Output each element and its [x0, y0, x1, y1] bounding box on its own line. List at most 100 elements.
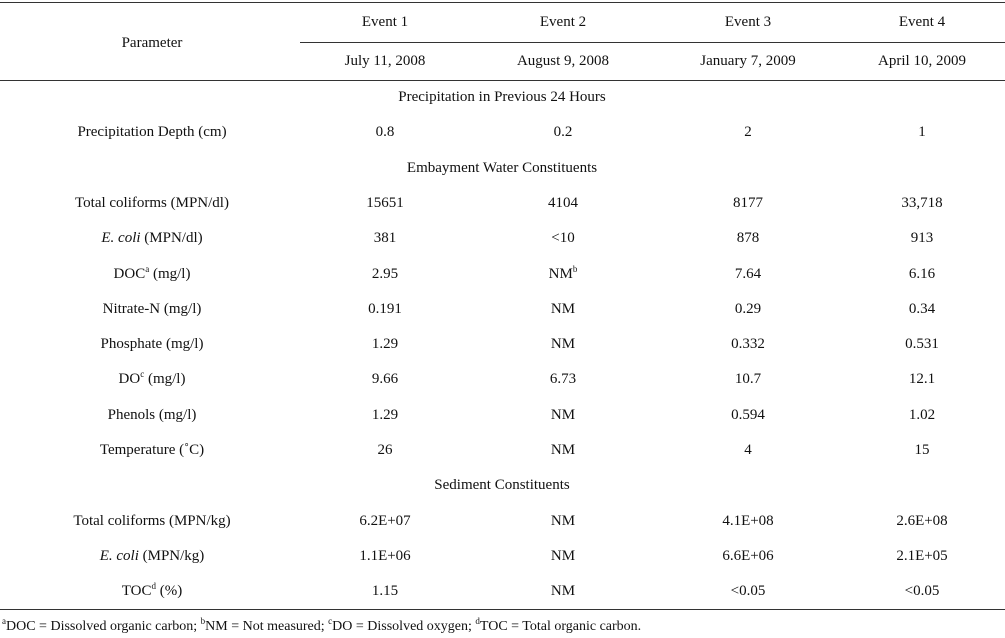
value-cell: 381 — [374, 229, 397, 247]
value-cell: 2.1E+05 — [896, 547, 947, 565]
footnote-text: TOC = Total organic carbon. — [479, 619, 642, 634]
value-text: 4.1E+08 — [722, 512, 774, 529]
value-cell: 1.02 — [909, 406, 935, 424]
section-text: Sediment Constituents — [434, 477, 570, 494]
value-text: 6.6E+06 — [722, 547, 774, 564]
value-cell: 0.34 — [909, 300, 935, 318]
value-cell: 1.29 — [372, 335, 398, 353]
value-cell: 1 — [918, 123, 926, 141]
value-cell: <0.05 — [731, 582, 766, 600]
event-date: April 10, 2009 — [878, 52, 966, 70]
parameter-cell: Precipitation Depth (cm) — [77, 123, 226, 141]
section-text: Embayment Water Constituents — [406, 159, 598, 176]
value-cell: 0.531 — [905, 335, 939, 353]
value-cell: 15651 — [366, 194, 404, 212]
value-cell: 6.6E+06 — [722, 547, 773, 565]
value-cell: NMb — [548, 263, 578, 283]
value-text: 15 — [914, 442, 930, 458]
parameter-unit: (MPN/kg) — [142, 547, 205, 564]
parameter-label: Phenols (mg/l) — [107, 406, 197, 423]
event-name: Event 1 — [362, 13, 408, 31]
value-cell: 913 — [911, 229, 934, 247]
value-text: 2.95 — [371, 265, 399, 282]
value-text: 0.531 — [905, 336, 939, 353]
value-text: 1.02 — [908, 406, 936, 423]
value-text: 0.8 — [375, 124, 395, 141]
bottom-rule — [0, 609, 1005, 610]
event-text: Event 1 — [361, 14, 409, 30]
event-name: Event 4 — [899, 13, 945, 31]
section-text: Precipitation in Previous 24 Hours — [398, 89, 606, 105]
date-text: August 9, 2008 — [516, 53, 610, 69]
parameter-cell: E. coli (MPN/kg) — [100, 547, 205, 565]
value-text: NM — [550, 406, 576, 423]
value-text: NM — [550, 583, 576, 600]
parameter-label: Nitrate-N (mg/l) — [102, 300, 202, 317]
parameter-label: DO — [118, 371, 141, 388]
footnote-mark: b — [200, 616, 206, 626]
value-cell: 0.29 — [735, 300, 761, 318]
value-text: 0.2 — [553, 124, 573, 141]
value-cell: 2.6E+08 — [896, 512, 947, 530]
value-text: 15651 — [366, 194, 404, 211]
value-text: 878 — [736, 230, 760, 247]
parameter-label: DOC — [113, 265, 146, 282]
value-cell: <0.05 — [905, 582, 940, 600]
value-text: 0.594 — [731, 406, 765, 423]
value-text: 1.1E+06 — [359, 547, 411, 564]
value-cell: 0.332 — [731, 335, 765, 353]
footnote-text: DO = Dissolved oxygen; — [332, 619, 472, 634]
value-cell: 1.15 — [372, 582, 398, 600]
event-text: Event 3 — [724, 14, 772, 30]
parameter-label: Total coliforms (MPN/kg) — [73, 512, 231, 529]
value-text: 4104 — [548, 194, 578, 211]
value-text: NM — [550, 336, 576, 353]
value-cell: NM — [551, 512, 575, 530]
superscript: c — [140, 369, 145, 380]
value-cell: NM — [551, 335, 575, 353]
parameter-label: Phosphate (mg/l) — [100, 336, 204, 353]
value-text: 10.7 — [734, 371, 762, 388]
value-text: 26 — [377, 442, 393, 458]
value-text: 33,718 — [901, 194, 943, 211]
value-text: NM — [550, 442, 576, 458]
value-text: 0.29 — [734, 300, 762, 317]
value-text: NM — [550, 512, 576, 529]
section-title: Precipitation in Previous 24 Hours — [398, 88, 605, 106]
superscript: b — [572, 263, 578, 274]
value-text: 2.1E+05 — [896, 547, 948, 564]
footnote-mark: c — [328, 616, 333, 626]
parameter-header: Parameter — [122, 34, 183, 52]
footnotes: aDOC = Dissolved organic carbon; bNM = N… — [2, 616, 642, 635]
value-cell: 4104 — [548, 194, 578, 212]
value-text: 6.2E+07 — [359, 512, 411, 529]
value-cell: 12.1 — [909, 370, 935, 388]
value-cell: NM — [551, 300, 575, 318]
header-text: Parameter — [121, 35, 183, 51]
value-text: 2 — [744, 124, 752, 141]
value-cell: 10.7 — [735, 370, 761, 388]
event-rule — [300, 42, 1005, 43]
value-text: 0.332 — [731, 336, 765, 353]
parameter-cell: Total coliforms (MPN/dl) — [75, 194, 229, 212]
value-text: NM — [550, 300, 576, 317]
value-text: 8177 — [733, 194, 763, 211]
parameter-cell: Total coliforms (MPN/kg) — [73, 512, 230, 530]
parameter-cell: Phenols (mg/l) — [108, 406, 197, 424]
value-text: NM — [548, 265, 573, 282]
value-cell: 6.73 — [550, 370, 576, 388]
value-cell: NM — [551, 582, 575, 600]
parameter-cell: DOCa (mg/l) — [113, 264, 191, 283]
value-cell: 26 — [378, 441, 393, 459]
value-text: 381 — [373, 230, 397, 247]
value-cell: 6.2E+07 — [359, 512, 410, 530]
parameter-label: E. coli — [99, 547, 139, 564]
value-cell: 7.64 — [735, 265, 761, 283]
parameter-unit: (MPN/dl) — [144, 230, 203, 247]
value-cell: NM — [551, 441, 575, 459]
parameter-label: Temperature (˚C) — [99, 442, 205, 458]
value-cell: 0.8 — [376, 123, 395, 141]
event-text: Event 4 — [898, 14, 946, 30]
parameter-cell: Nitrate-N (mg/l) — [103, 300, 202, 318]
